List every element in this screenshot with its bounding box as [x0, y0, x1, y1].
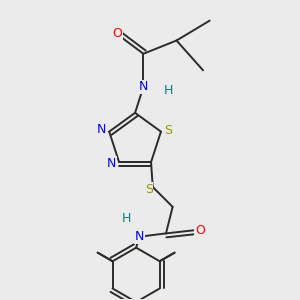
- Text: O: O: [112, 27, 122, 40]
- Text: N: N: [107, 157, 116, 170]
- Text: N: N: [139, 80, 148, 94]
- Text: N: N: [135, 230, 144, 243]
- Text: O: O: [195, 224, 205, 237]
- Text: S: S: [164, 124, 172, 137]
- Text: H: H: [122, 212, 131, 225]
- Text: H: H: [164, 84, 173, 97]
- Text: N: N: [97, 124, 106, 136]
- Text: S: S: [145, 183, 153, 196]
